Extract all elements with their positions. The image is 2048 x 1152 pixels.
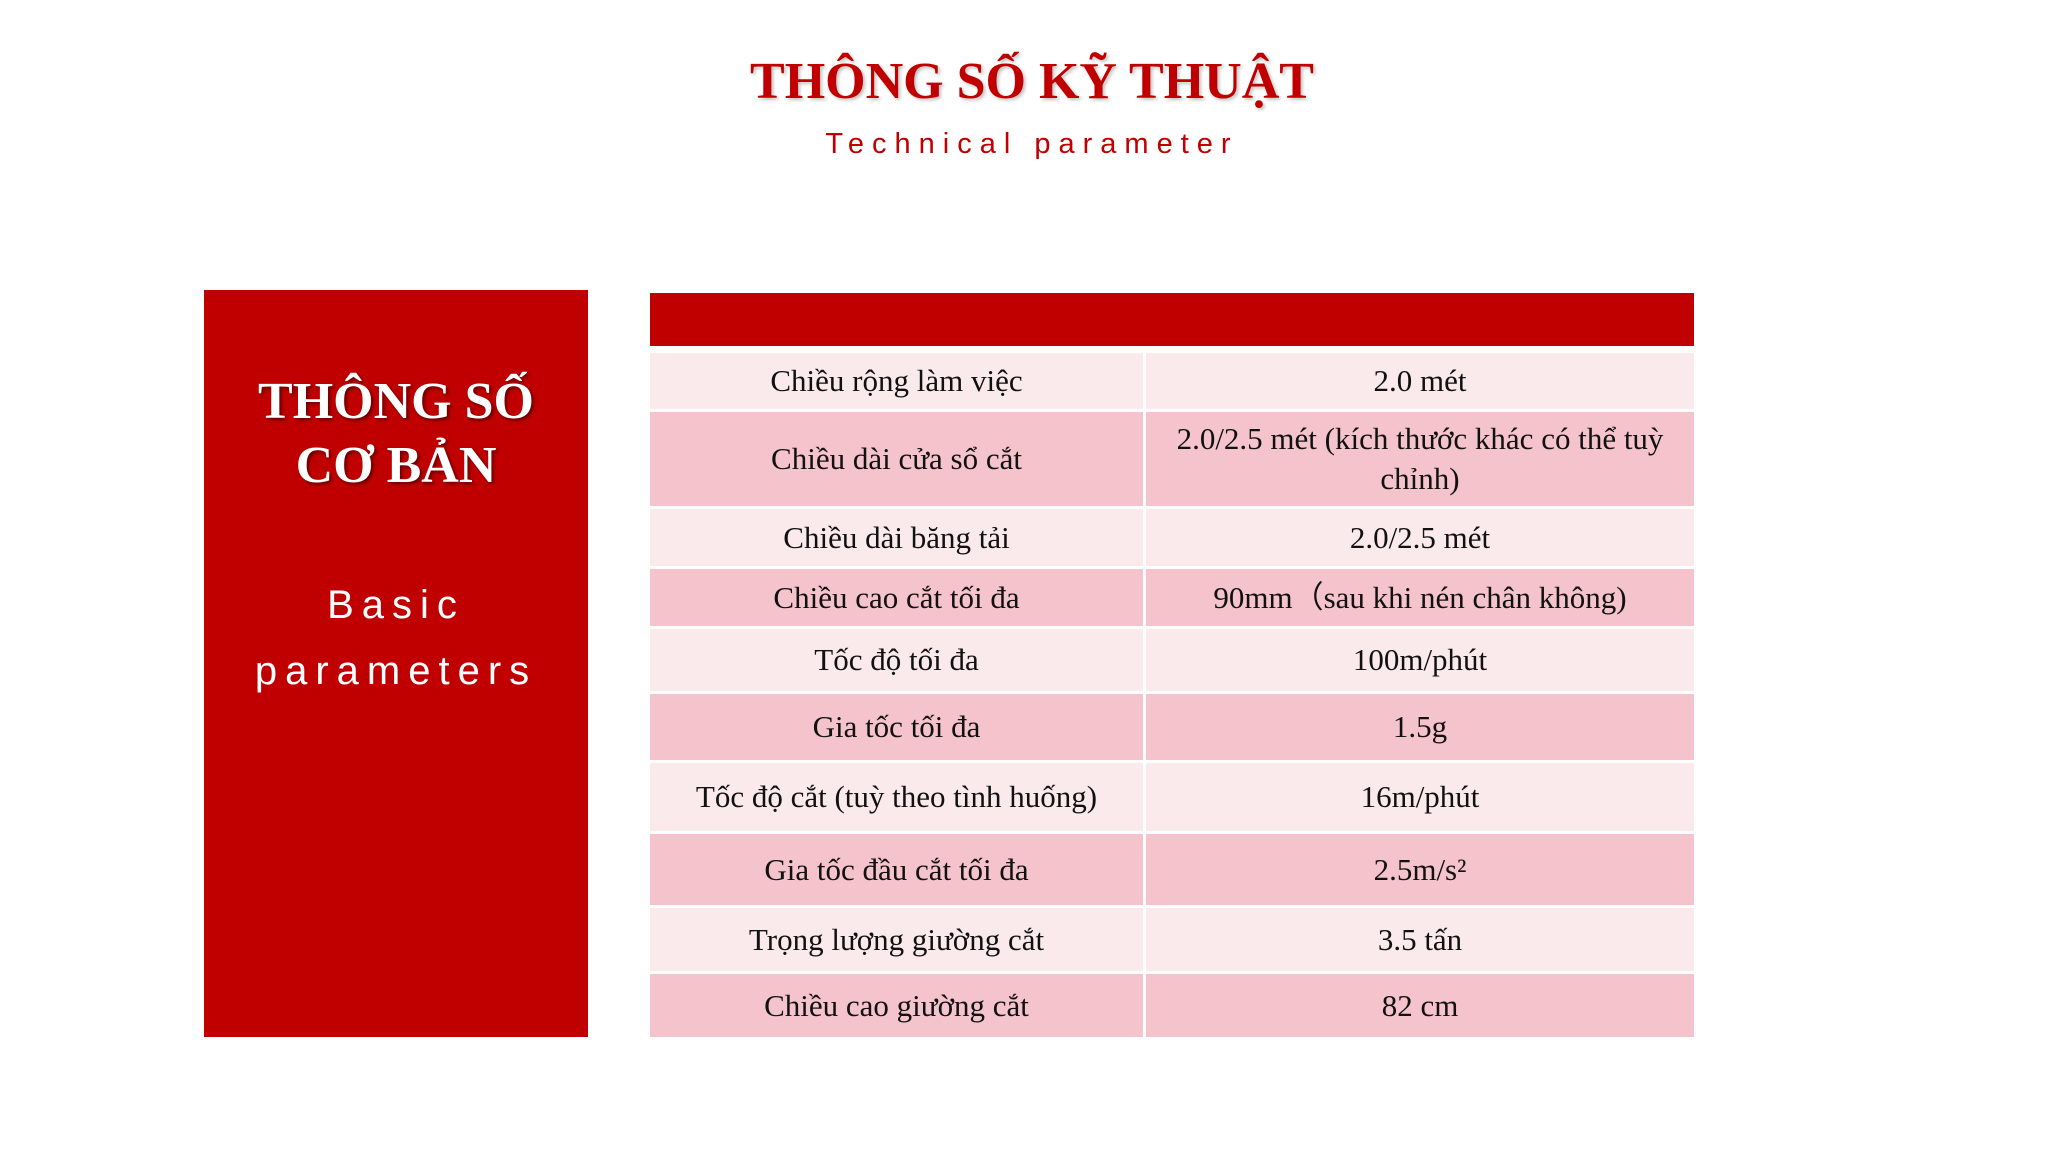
table-row: Gia tốc tối đa 1.5g: [650, 694, 1694, 763]
table-header-bar: [650, 293, 1694, 346]
panel-title-line1: THÔNG SỐ: [258, 373, 534, 430]
table-row: Tốc độ cắt (tuỳ theo tình huống) 16m/phút: [650, 763, 1694, 834]
table-row: Trọng lượng giường cắt 3.5 tấn: [650, 908, 1694, 974]
row-value: 2.0/2.5 mét (kích thước khác có thể tuỳ …: [1176, 421, 1664, 496]
spec-table: Chiều rộng làm việc 2.0 mét Chiều dài cửa…: [650, 353, 1694, 1037]
table-row: Chiều cao giường cắt 82 cm: [650, 974, 1694, 1037]
row-label: Tốc độ tối đa: [650, 629, 1146, 691]
panel-subtitle: Basic parameters: [204, 572, 588, 704]
row-label: Chiều dài băng tải: [650, 509, 1146, 566]
table-row: Chiều rộng làm việc 2.0 mét: [650, 353, 1694, 412]
page-subtitle: Technical parameter: [825, 128, 1239, 160]
row-value: 90mm（sau khi nén chân không): [1213, 579, 1627, 615]
row-label: Chiều cao cắt tối đa: [650, 569, 1146, 626]
table-row: Chiều cao cắt tối đa 90mm（sau khi nén châ…: [650, 569, 1694, 629]
panel-subtitle-line2: parameters: [254, 649, 538, 693]
row-label: Chiều rộng làm việc: [650, 353, 1146, 409]
row-value: 100m/phút: [1352, 642, 1488, 677]
row-label: Gia tốc tối đa: [650, 694, 1146, 760]
page-title: THÔNG SỐ KỸ THUẬT: [750, 53, 1314, 110]
row-value: 16m/phút: [1360, 779, 1480, 814]
table-row: Chiều dài băng tải 2.0/2.5 mét: [650, 509, 1694, 569]
panel-title: THÔNG SỐ CƠ BẢN: [204, 370, 588, 498]
table-row: Tốc độ tối đa 100m/phút: [650, 629, 1694, 694]
row-value: 82 cm: [1381, 987, 1459, 1023]
table-row: Gia tốc đầu cắt tối đa 2.5m/s²: [650, 834, 1694, 908]
section-panel: THÔNG SỐ CƠ BẢN Basic parameters: [204, 290, 588, 1037]
row-label: Chiều cao giường cắt: [650, 974, 1146, 1037]
row-value: 2.0/2.5 mét: [1349, 519, 1491, 555]
row-label: Trọng lượng giường cắt: [650, 908, 1146, 971]
table-row: Chiều dài cửa sổ cắt 2.0/2.5 mét (kích th…: [650, 412, 1694, 509]
row-value: 2.0 mét: [1373, 363, 1467, 398]
panel-title-line2: CƠ BẢN: [295, 437, 497, 494]
row-value: 1.5g: [1392, 709, 1448, 744]
row-label: Chiều dài cửa sổ cắt: [650, 412, 1146, 506]
row-label: Tốc độ cắt (tuỳ theo tình huống): [650, 763, 1146, 831]
row-value: 3.5 tấn: [1377, 921, 1463, 957]
row-label: Gia tốc đầu cắt tối đa: [650, 834, 1146, 905]
row-value: 2.5m/s²: [1373, 851, 1467, 887]
panel-subtitle-line1: Basic: [327, 583, 465, 627]
